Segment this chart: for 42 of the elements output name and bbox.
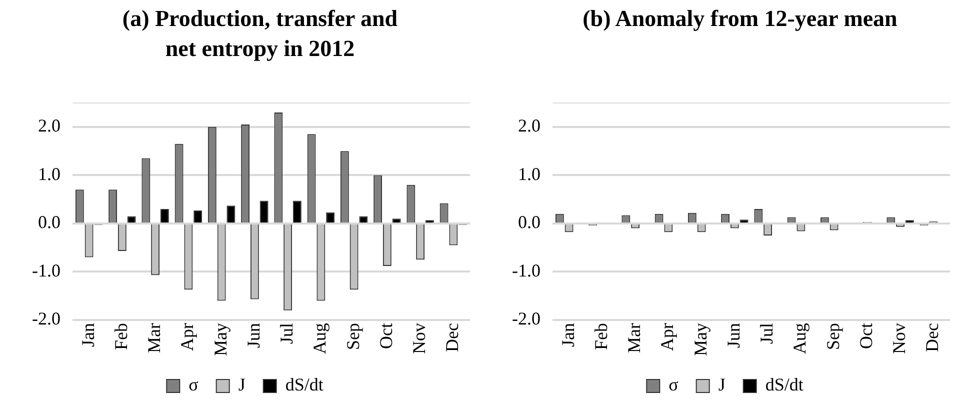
- x-tick-label: Nov: [409, 323, 430, 354]
- chart-title: (b) Anomaly from 12-year mean: [582, 5, 898, 33]
- x-tick-label: Jun: [243, 323, 264, 348]
- y-tick-label: -1.0: [512, 260, 540, 280]
- y-tick-label: 0.0: [38, 212, 60, 232]
- y-tick-label: -2.0: [32, 308, 60, 329]
- x-tick-label: Oct: [856, 323, 876, 350]
- x-tick-label: Jun: [723, 323, 744, 348]
- x-tick-label: Aug: [790, 323, 810, 354]
- x-tick-label: Jul: [276, 323, 297, 344]
- x-tick-label: Dec: [922, 323, 942, 352]
- x-tick-label: Apr: [657, 323, 678, 352]
- y-tick-label: 2.0: [38, 116, 60, 136]
- x-tick-label: Feb: [590, 323, 611, 350]
- legend-label: J: [718, 374, 726, 395]
- x-tick-label: Oct: [376, 323, 396, 350]
- legend-label: dS/dt: [285, 374, 324, 395]
- x-tick-label: Mar: [144, 323, 164, 354]
- x-tick-label: Dec: [442, 323, 462, 352]
- x-tick-label: May: [690, 323, 710, 356]
- y-tick-label: 1.0: [38, 164, 60, 184]
- x-tick-label: Sep: [342, 323, 363, 350]
- y-tick-label: -2.0: [512, 308, 540, 329]
- legend-label: σ: [668, 374, 679, 395]
- x-tick-label: Apr: [177, 323, 198, 352]
- legend-label: J: [238, 374, 246, 395]
- legend-label: σ: [188, 374, 199, 395]
- legend-label: dS/dt: [765, 374, 804, 395]
- x-tick-label: May: [210, 323, 230, 356]
- x-tick-label: Jan: [558, 323, 578, 348]
- x-tick-label: Nov: [889, 323, 910, 354]
- x-tick-label: Jul: [756, 323, 777, 344]
- x-tick-label: Sep: [822, 323, 843, 350]
- x-tick-label: Jan: [78, 323, 98, 348]
- x-tick-label: Feb: [110, 323, 131, 350]
- x-tick-label: Aug: [310, 323, 330, 354]
- y-tick-label: -1.0: [32, 260, 60, 280]
- y-tick-label: 1.0: [518, 164, 540, 184]
- chart-title: (a) Production, transfer and net entropy in 2012: [121, 5, 399, 63]
- y-tick-label: 2.0: [518, 116, 540, 136]
- y-tick-label: 0.0: [518, 212, 540, 232]
- x-tick-label: Mar: [624, 323, 644, 354]
